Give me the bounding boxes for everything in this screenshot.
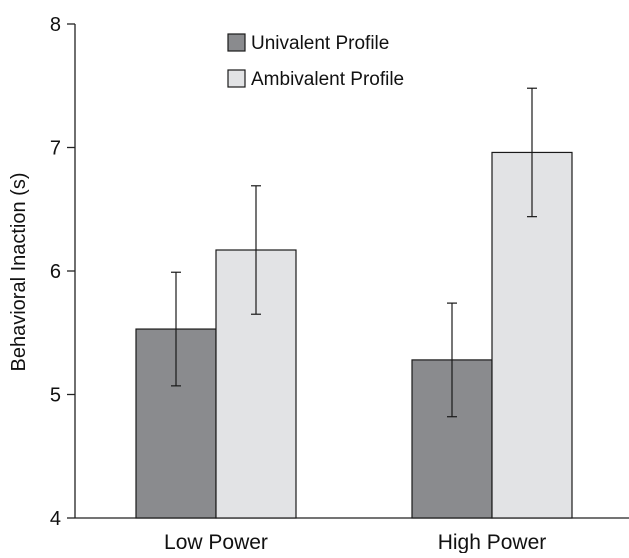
y-tick-label: 6 [50,261,61,283]
bars [135,151,573,519]
y-tick-label: 7 [50,138,61,160]
y-tick-label: 5 [50,385,61,407]
axis-labels: 4 5 6 7 8 Low Power High Power [50,14,547,554]
error-bars [171,87,537,418]
y-tick-label: 4 [50,508,61,530]
x-category-label: High Power [438,531,547,553]
y-tick-label: 8 [50,14,61,36]
legend: Univalent Profile Ambivalent Profile [227,33,404,90]
y-axis-title: Behavioral Inaction (s) [8,173,30,372]
legend-swatch [227,69,246,88]
x-category-label: Low Power [164,531,268,553]
legend-swatch [227,33,246,52]
legend-label: Ambivalent Profile [251,69,404,90]
legend-label: Univalent Profile [251,33,389,54]
